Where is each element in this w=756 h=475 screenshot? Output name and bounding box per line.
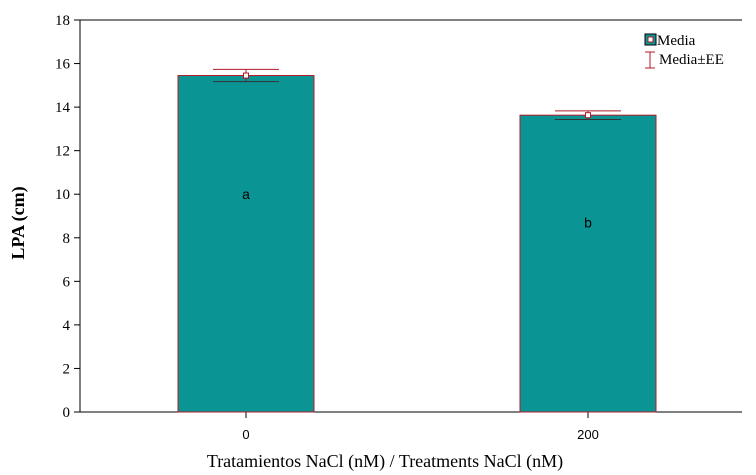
y-tick-label: 2 xyxy=(63,361,71,377)
y-tick-label: 14 xyxy=(55,100,71,116)
legend-mean-label: Media xyxy=(657,33,696,49)
y-tick-label: 10 xyxy=(55,187,70,203)
y-tick-label: 6 xyxy=(63,274,71,290)
bars xyxy=(177,68,657,413)
group-letter: b xyxy=(584,215,592,231)
x-axis-title: Tratamientos NaCl (nM) / Treatments NaCl… xyxy=(207,451,563,472)
mean-marker xyxy=(585,112,591,119)
mean-marker xyxy=(243,72,249,79)
y-tick-label: 16 xyxy=(55,57,71,73)
y-tick-label: 12 xyxy=(55,144,70,160)
x-tick-label: 0 xyxy=(242,427,249,442)
legend: Media Media±EE xyxy=(644,33,724,69)
legend-error-label: Media±EE xyxy=(659,52,724,68)
x-tick-label: 200 xyxy=(577,427,599,442)
y-tick-label: 0 xyxy=(63,405,71,421)
y-tick-label: 18 xyxy=(55,13,70,29)
y-tick-label: 8 xyxy=(63,231,71,247)
y-tick-label: 4 xyxy=(63,318,71,334)
bar xyxy=(177,75,315,413)
group-letter: a xyxy=(242,186,250,202)
labels: 0 2 4 6 8 10 12 14 16 18 0 a 200 b xyxy=(55,13,599,442)
legend-mean-marker xyxy=(647,36,654,43)
y-axis-title: LPA (cm) xyxy=(8,186,29,259)
bar xyxy=(519,114,657,413)
